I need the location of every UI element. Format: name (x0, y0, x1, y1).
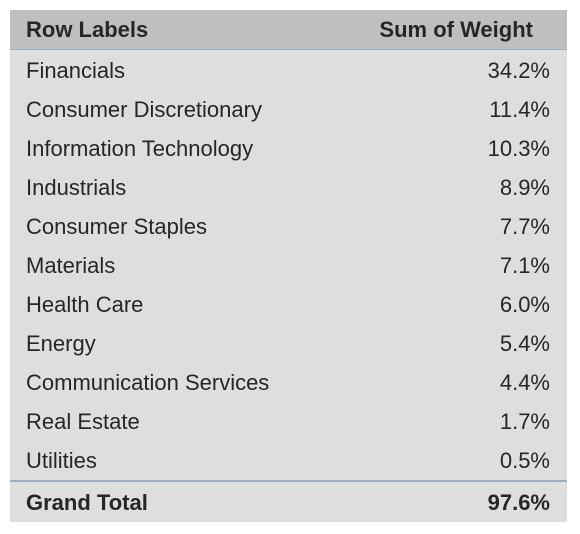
row-label: Communication Services (26, 370, 270, 395)
table-row[interactable]: Energy 5.4% (10, 323, 567, 362)
row-label: Energy (26, 331, 96, 356)
row-value: 11.4% (489, 97, 550, 122)
row-value: 8.9% (499, 175, 550, 200)
sum-of-weight-header[interactable]: Sum of Weight (379, 17, 533, 42)
row-label: Materials (26, 253, 116, 278)
pivot-header-row: Row Labels Sum of Weight (10, 10, 567, 50)
table-row[interactable]: Materials 7.1% (10, 245, 567, 284)
pivot-rows: Financials 34.2% Consumer Discretionary … (10, 50, 567, 480)
row-value: 7.1% (499, 253, 550, 278)
table-row[interactable]: Consumer Discretionary 11.4% (10, 89, 567, 128)
row-label: Real Estate (26, 409, 140, 434)
row-value: 4.4% (499, 370, 550, 395)
row-label: Financials (26, 58, 126, 83)
row-label: Industrials (26, 175, 127, 200)
table-row[interactable]: Utilities 0.5% (10, 440, 567, 479)
row-value: 6.0% (499, 292, 550, 317)
row-value: 0.5% (499, 448, 550, 473)
row-label: Information Technology (26, 136, 254, 161)
row-value: 34.2% (487, 58, 550, 83)
table-row[interactable]: Industrials 8.9% (10, 167, 567, 206)
grand-total-label: Grand Total (26, 490, 148, 515)
row-value: 7.7% (499, 214, 550, 239)
row-label: Consumer Discretionary (26, 97, 262, 122)
table-row[interactable]: Health Care 6.0% (10, 284, 567, 323)
table-row[interactable]: Communication Services 4.4% (10, 362, 567, 401)
row-value: 10.3% (487, 136, 550, 161)
row-value: 5.4% (499, 331, 550, 356)
pivot-table: Row Labels Sum of Weight Financials 34.2… (10, 10, 567, 522)
row-value: 1.7% (499, 409, 550, 434)
row-labels-header[interactable]: Row Labels (26, 17, 149, 42)
grand-total-value: 97.6% (487, 490, 550, 515)
row-label: Consumer Staples (26, 214, 207, 239)
row-label: Health Care (26, 292, 144, 317)
row-label: Utilities (26, 448, 97, 473)
table-row[interactable]: Financials 34.2% (10, 50, 567, 89)
grand-total-row[interactable]: Grand Total 97.6% (10, 480, 567, 522)
table-row[interactable]: Real Estate 1.7% (10, 401, 567, 440)
table-row[interactable]: Information Technology 10.3% (10, 128, 567, 167)
table-row[interactable]: Consumer Staples 7.7% (10, 206, 567, 245)
